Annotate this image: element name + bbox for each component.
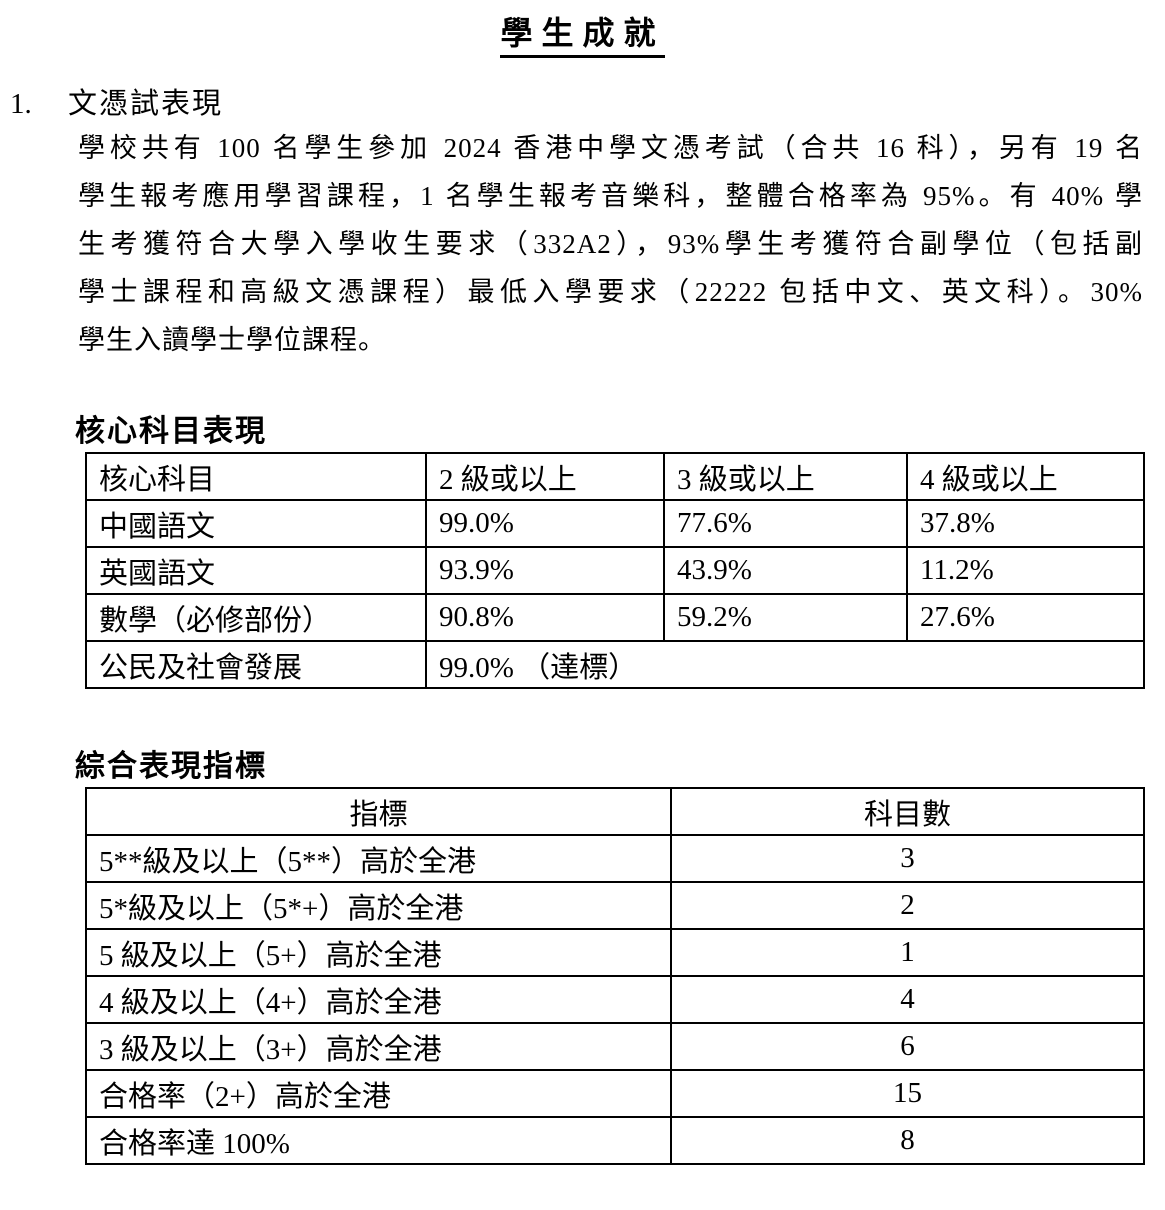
count-cell: 1 [670, 928, 1145, 977]
subject-cell: 數學（必修部份） [85, 593, 427, 642]
subject-cell: 英國語文 [85, 546, 427, 595]
indicator-cell: 5**級及以上（5**）高於全港 [85, 834, 672, 883]
intro-heading-row: 1. 文憑試表現 [0, 84, 1165, 124]
value-cell: 11.2% [906, 546, 1145, 595]
paragraph-line-1: 學校共有 100 名學生參加 2024 香港中學文憑考試（合共 16 科），另有… [78, 133, 1143, 163]
indicator-cell: 4 級及以上（4+）高於全港 [85, 975, 672, 1024]
intro-paragraph: 學校共有 100 名學生參加 2024 香港中學文憑考試（合共 16 科），另有… [78, 124, 1143, 364]
paragraph-line-2: 學生報考應用學習課程，1 名學生報考音樂科，整體合格率為 95%。有 40% 學 [78, 181, 1143, 211]
subject-cell: 中國語文 [85, 499, 427, 548]
dse-performance-heading: 文憑試表現 [68, 88, 224, 120]
value-cell: 99.0% [425, 499, 665, 548]
overall-indicators-table: 指標 科目數 5**級及以上（5**）高於全港 3 5*級及以上（5*+）高於全… [85, 787, 1145, 1165]
indicator-cell: 合格率（2+）高於全港 [85, 1069, 672, 1118]
table-row: 5**級及以上（5**）高於全港 3 [85, 834, 1145, 883]
value-cell: 37.8% [906, 499, 1145, 548]
count-cell: 2 [670, 881, 1145, 930]
subject-cell: 公民及社會發展 [85, 640, 427, 689]
value-cell: 93.9% [425, 546, 665, 595]
paragraph-line-3: 生考獲符合大學入學收生要求（332A2），93%學生考獲符合副學位（包括副 [78, 229, 1143, 259]
header-cell: 科目數 [670, 787, 1145, 836]
indicator-cell: 合格率達 100% [85, 1116, 672, 1165]
table-row: 合格率（2+）高於全港 15 [85, 1069, 1145, 1118]
count-cell: 3 [670, 834, 1145, 883]
table-row: 5 級及以上（5+）高於全港 1 [85, 928, 1145, 977]
list-number: 1. [10, 88, 32, 120]
page-title: 學生成就 [500, 14, 665, 58]
paragraph-line-5: 學生入讀學士學位課程。 [78, 325, 386, 355]
count-cell: 4 [670, 975, 1145, 1024]
count-cell: 6 [670, 1022, 1145, 1071]
header-cell: 4 級或以上 [906, 452, 1145, 501]
table-row-english: 英國語文 93.9% 43.9% 11.2% [85, 546, 1145, 595]
table-row-citizenship: 公民及社會發展 99.0% （達標） [85, 640, 1145, 689]
table-row: 4 級及以上（4+）高於全港 4 [85, 975, 1145, 1024]
table-header-row: 核心科目 2 級或以上 3 級或以上 4 級或以上 [85, 452, 1145, 501]
header-cell: 指標 [85, 787, 672, 836]
table-row: 5*級及以上（5*+）高於全港 2 [85, 881, 1145, 930]
count-cell: 8 [670, 1116, 1145, 1165]
table-row-math: 數學（必修部份） 90.8% 59.2% 27.6% [85, 593, 1145, 642]
table-row: 合格率達 100% 8 [85, 1116, 1145, 1165]
indicator-cell: 3 級及以上（3+）高於全港 [85, 1022, 672, 1071]
header-cell: 3 級或以上 [663, 452, 908, 501]
header-cell: 2 級或以上 [425, 452, 665, 501]
value-cell: 90.8% [425, 593, 665, 642]
value-cell: 43.9% [663, 546, 908, 595]
value-cell-span: 99.0% （達標） [425, 640, 1145, 689]
title-block: 學生成就 [0, 0, 1165, 58]
overall-indicators-heading: 綜合表現指標 [75, 750, 267, 783]
indicator-cell: 5*級及以上（5*+）高於全港 [85, 881, 672, 930]
table-row: 3 級及以上（3+）高於全港 6 [85, 1022, 1145, 1071]
value-cell: 59.2% [663, 593, 908, 642]
core-subjects-table: 核心科目 2 級或以上 3 級或以上 4 級或以上 中國語文 99.0% 77.… [85, 452, 1145, 689]
table-row-chinese: 中國語文 99.0% 77.6% 37.8% [85, 499, 1145, 548]
value-cell: 27.6% [906, 593, 1145, 642]
indicator-cell: 5 級及以上（5+）高於全港 [85, 928, 672, 977]
header-cell: 核心科目 [85, 452, 427, 501]
core-subjects-heading: 核心科目表現 [75, 415, 267, 448]
value-cell: 77.6% [663, 499, 908, 548]
count-cell: 15 [670, 1069, 1145, 1118]
table-header-row: 指標 科目數 [85, 787, 1145, 836]
paragraph-line-4: 學士課程和高級文憑課程）最低入學要求（22222 包括中文、英文科）。30% [78, 277, 1143, 307]
